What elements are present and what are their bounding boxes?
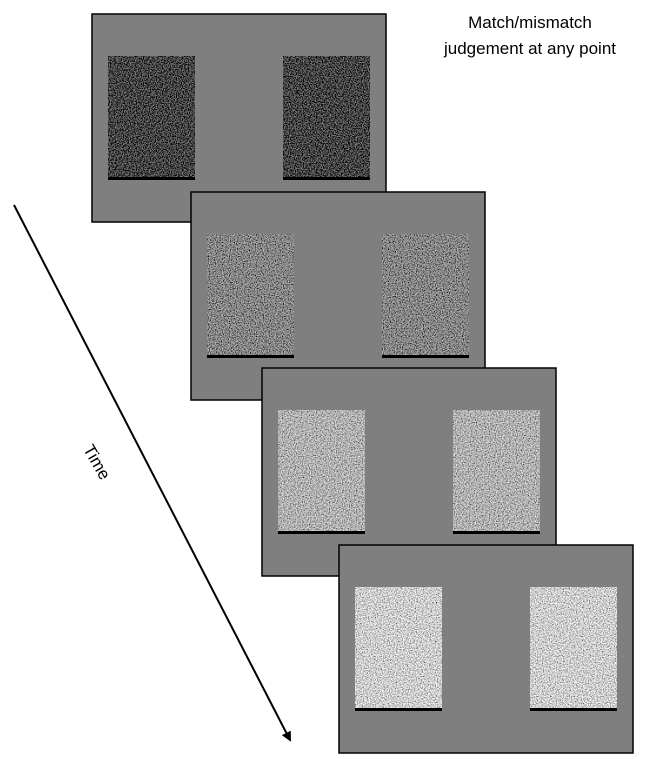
image-edge xyxy=(382,355,469,358)
image-edge xyxy=(530,708,617,711)
noisy-image xyxy=(382,234,469,358)
noisy-image xyxy=(355,587,442,711)
diagram: Time Match/mismatch judgement at any poi… xyxy=(0,0,647,754)
image-edge xyxy=(453,531,540,534)
time-label: Time xyxy=(79,441,114,483)
page: Time Match/mismatch judgement at any poi… xyxy=(0,0,647,754)
noisy-image xyxy=(207,234,294,358)
image-edge xyxy=(283,177,370,180)
image-edge xyxy=(207,355,294,358)
noisy-image xyxy=(453,410,540,534)
frames xyxy=(92,14,633,753)
noisy-image xyxy=(530,587,617,711)
noisy-image xyxy=(278,410,365,534)
image-edge xyxy=(355,708,442,711)
annotation-line: judgement at any point xyxy=(443,39,616,58)
noisy-image xyxy=(283,56,370,180)
image-edge xyxy=(108,177,195,180)
annotation-line: Match/mismatch xyxy=(468,13,592,32)
image-edge xyxy=(278,531,365,534)
noisy-image xyxy=(108,56,195,180)
